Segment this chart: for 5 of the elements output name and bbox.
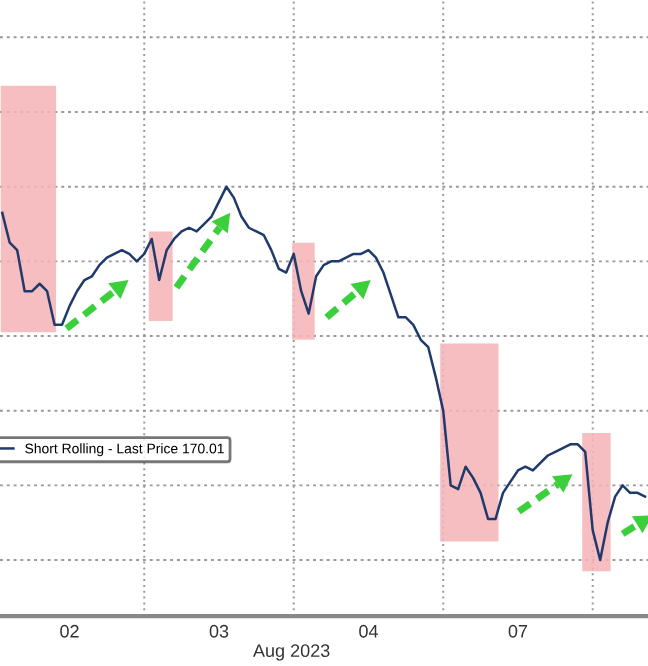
x-tick-label: 07: [508, 624, 528, 638]
x-tick-label: 04: [359, 624, 378, 638]
x-axis-title: Aug 2023: [252, 644, 330, 661]
x-tick-label: 03: [209, 624, 229, 638]
x-tick-label: 02: [60, 624, 79, 638]
